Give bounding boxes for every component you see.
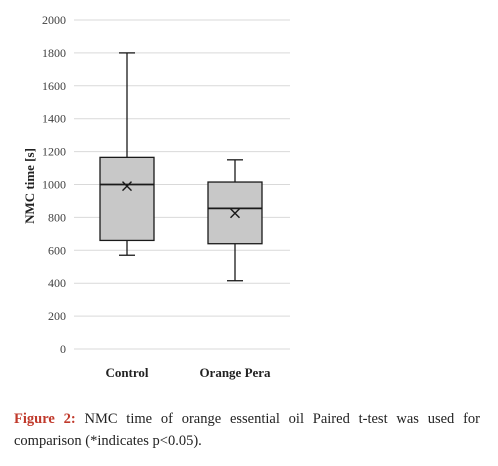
boxes xyxy=(99,52,263,282)
box-control xyxy=(99,52,155,256)
y-tick-label-0: 0 xyxy=(60,342,66,356)
category-labels: Control Orange Pera xyxy=(105,365,271,380)
category-label-0: Control xyxy=(105,365,148,380)
iqr-box xyxy=(99,156,155,242)
figure-caption: Figure 2: NMC time of orange essential o… xyxy=(14,408,480,452)
mean-marker-stroke-b xyxy=(230,208,240,219)
box-plot-chart: 0 200 400 600 800 1000 1200 1400 1600 1800 2000 Co… xyxy=(22,13,290,380)
y-tick-label-1600: 1600 xyxy=(42,79,66,93)
y-tick-label-1800: 1800 xyxy=(42,46,66,60)
y-axis-title: NMC time [s] xyxy=(22,148,37,224)
y-tick-label-1400: 1400 xyxy=(42,112,66,126)
y-tick-labels: 0 200 400 600 800 1000 1200 1400 1600 1800 2000 xyxy=(42,13,66,356)
caption-text: NMC time of orange essential oil Paired … xyxy=(14,411,480,449)
y-tick-label-2000: 2000 xyxy=(42,13,66,27)
box-orange-pera xyxy=(207,159,263,282)
y-tick-label-1200: 1200 xyxy=(42,145,66,159)
mean-marker-stroke-b xyxy=(122,181,132,192)
y-tick-label-600: 600 xyxy=(48,243,66,257)
y-tick-label-800: 800 xyxy=(48,210,66,224)
y-tick-label-400: 400 xyxy=(48,276,66,290)
y-tick-label-200: 200 xyxy=(48,309,66,323)
figure-label: Figure 2: xyxy=(14,411,76,427)
y-tick-label-1000: 1000 xyxy=(42,178,66,192)
category-label-1: Orange Pera xyxy=(199,365,271,380)
